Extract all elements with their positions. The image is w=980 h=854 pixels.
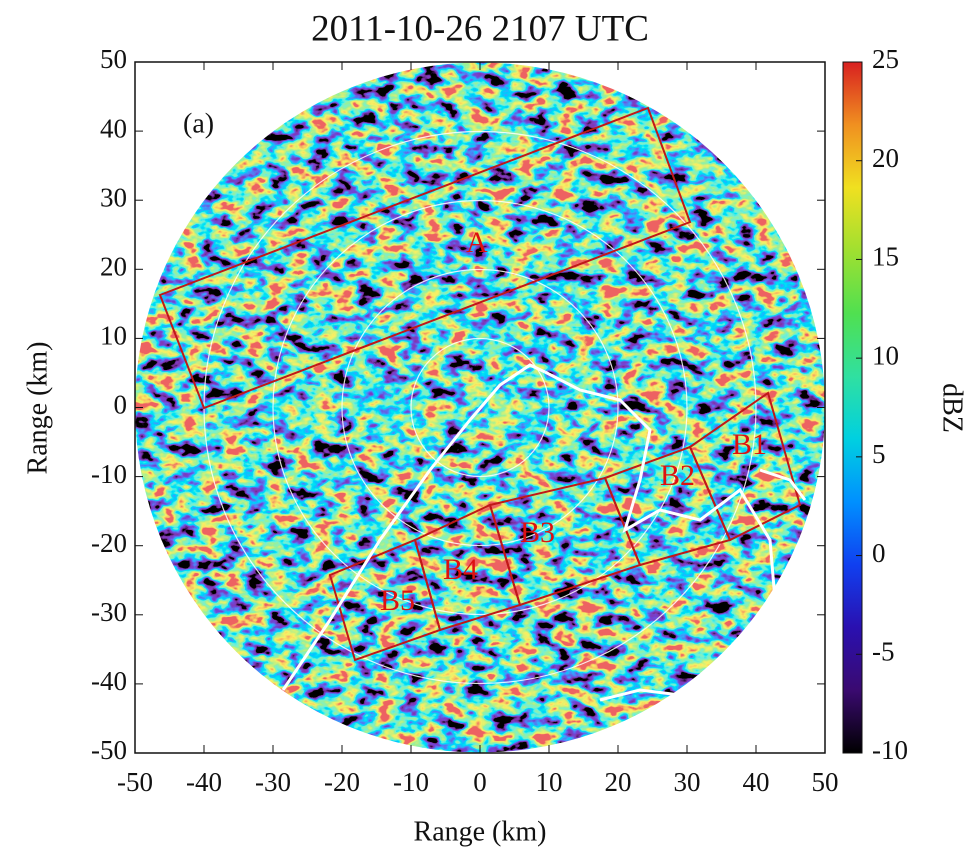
y-tick-label: 50 <box>100 44 127 74</box>
x-tick-label: -40 <box>186 767 222 797</box>
chart: A B1 B2 B3 B4 B5 (a) 2011-10-26 2107 UTC… <box>0 0 980 854</box>
y-tick-label: -40 <box>91 666 127 696</box>
y-tick-label: -50 <box>91 735 127 765</box>
colorbar-tick-label: 10 <box>872 340 899 370</box>
colorbar-tick-label: -10 <box>872 735 908 765</box>
y-tick-label: -30 <box>91 597 127 627</box>
y-tick-label: 40 <box>100 113 127 143</box>
y-tick-label: 20 <box>100 252 127 282</box>
y-tick-label: 0 <box>114 390 128 420</box>
x-tick-label: 10 <box>536 767 563 797</box>
y-tick-label: 10 <box>100 321 127 351</box>
x-tick-label: 30 <box>674 767 701 797</box>
panel-label: (a) <box>183 108 214 139</box>
x-tick-label: 20 <box>605 767 632 797</box>
region-label: B5 <box>380 584 415 617</box>
x-tick-label: 40 <box>743 767 770 797</box>
colorbar-tick-label: -5 <box>872 636 895 666</box>
region-label: B1 <box>732 428 767 461</box>
colorbar-label: dBZ <box>937 383 968 433</box>
x-axis-label: Range (km) <box>414 816 547 847</box>
region-label: B4 <box>443 553 478 586</box>
y-axis-label: Range (km) <box>22 342 53 475</box>
x-tick-label: -30 <box>255 767 291 797</box>
colorbar-tick-label: 15 <box>872 242 899 272</box>
y-tick-label: 30 <box>100 182 127 212</box>
region-label: A <box>466 226 488 259</box>
region-label: B3 <box>520 516 555 549</box>
x-tick-label: 0 <box>473 767 487 797</box>
x-tick-label: 50 <box>812 767 839 797</box>
y-tick-label: -10 <box>91 459 127 489</box>
y-tick-label: -20 <box>91 528 127 558</box>
colorbar-tick-label: 20 <box>872 143 899 173</box>
x-tick-label: -50 <box>117 767 153 797</box>
colorbar <box>843 62 862 753</box>
x-tick-label: -20 <box>324 767 360 797</box>
colorbar-tick-label: 25 <box>872 44 899 74</box>
chart-title: 2011-10-26 2107 UTC <box>311 8 649 49</box>
region-label: B2 <box>660 459 695 492</box>
colorbar-tick-label: 0 <box>872 538 886 568</box>
x-tick-label: -10 <box>393 767 429 797</box>
colorbar-tick-label: 5 <box>872 439 886 469</box>
